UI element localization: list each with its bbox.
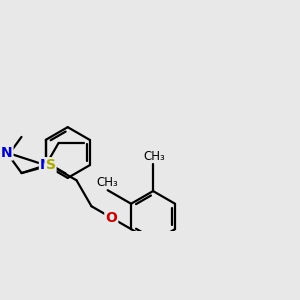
Text: CH₃: CH₃ bbox=[144, 150, 166, 163]
Text: CH₃: CH₃ bbox=[97, 176, 118, 189]
Text: N: N bbox=[1, 146, 13, 160]
Text: O: O bbox=[105, 211, 117, 225]
Text: S: S bbox=[46, 158, 56, 172]
Text: N: N bbox=[40, 158, 52, 172]
